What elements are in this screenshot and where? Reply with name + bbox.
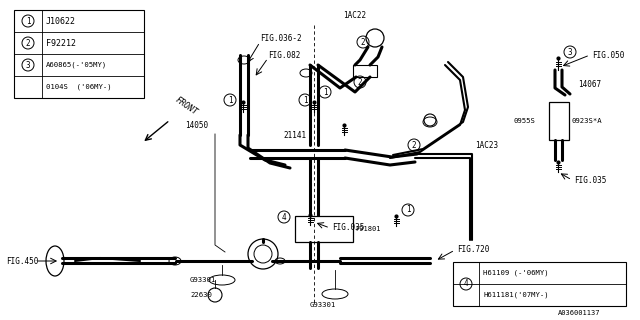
Text: J10622: J10622: [46, 17, 76, 26]
Bar: [295, 216, 353, 242]
Text: 4: 4: [282, 212, 286, 221]
Text: 1AC22: 1AC22: [344, 11, 367, 20]
Text: 1: 1: [228, 95, 232, 105]
Text: FIG.082: FIG.082: [268, 51, 300, 60]
Text: 2: 2: [358, 77, 362, 86]
Text: 1AC23: 1AC23: [475, 140, 498, 149]
Text: 2: 2: [412, 140, 416, 149]
Text: A036001137: A036001137: [558, 310, 600, 316]
Text: FIG.036-2: FIG.036-2: [260, 34, 301, 43]
Text: 4: 4: [464, 279, 468, 289]
Text: G93301: G93301: [190, 277, 216, 283]
Text: FIG.035: FIG.035: [332, 223, 364, 233]
Text: 22630: 22630: [190, 292, 212, 298]
Text: F92212: F92212: [46, 38, 76, 47]
Text: 2: 2: [26, 38, 30, 47]
Text: H61109 (-'06MY): H61109 (-'06MY): [483, 270, 548, 276]
Text: 3: 3: [26, 60, 30, 69]
Bar: [453, 262, 626, 306]
Text: F91801: F91801: [355, 226, 381, 232]
Text: 14067: 14067: [578, 79, 601, 89]
Text: 0104S  ('06MY-): 0104S ('06MY-): [46, 84, 111, 90]
Text: FIG.450: FIG.450: [6, 257, 38, 266]
Text: 1: 1: [303, 95, 307, 105]
Text: FIG.050: FIG.050: [592, 51, 625, 60]
Text: 0955S: 0955S: [513, 118, 535, 124]
Text: 0923S*A: 0923S*A: [572, 118, 603, 124]
Text: FRONT: FRONT: [173, 95, 198, 117]
Bar: [549, 102, 569, 140]
Text: 1: 1: [406, 205, 410, 214]
Bar: [353, 65, 377, 77]
Text: FIG.720: FIG.720: [457, 245, 490, 254]
Text: 1: 1: [323, 87, 327, 97]
Text: 21141: 21141: [283, 131, 306, 140]
Text: 2: 2: [361, 37, 365, 46]
Text: G93301: G93301: [310, 302, 336, 308]
Text: FIG.035: FIG.035: [574, 175, 606, 185]
Bar: [14, 10, 144, 98]
Text: A60865(-'05MY): A60865(-'05MY): [46, 62, 108, 68]
Text: H611181('07MY-): H611181('07MY-): [483, 292, 548, 298]
Text: 1: 1: [26, 17, 30, 26]
Text: 14050: 14050: [185, 121, 208, 130]
Text: 3: 3: [568, 47, 572, 57]
